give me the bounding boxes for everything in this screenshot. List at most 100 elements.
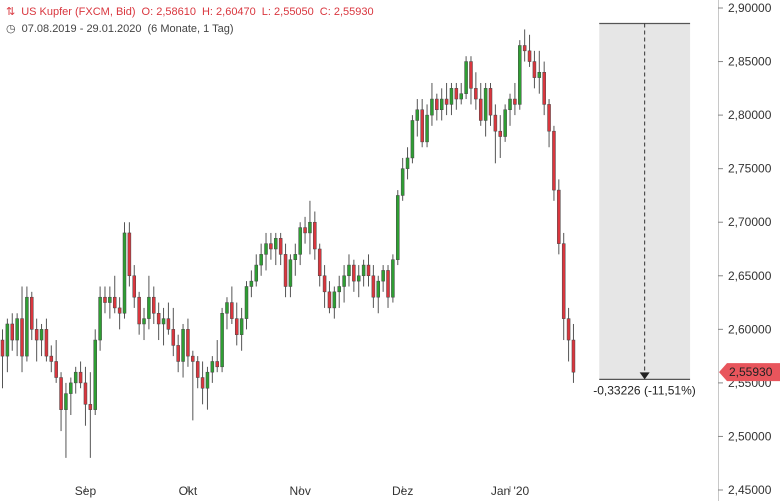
candle-body bbox=[288, 259, 293, 287]
candle bbox=[503, 104, 507, 142]
candle-body bbox=[317, 248, 322, 277]
candle bbox=[103, 286, 107, 314]
candle-body bbox=[244, 286, 249, 319]
candle bbox=[278, 232, 283, 266]
candle-body bbox=[239, 318, 244, 335]
candle bbox=[239, 307, 244, 351]
candle bbox=[435, 93, 439, 121]
candle bbox=[64, 382, 68, 458]
candle-body bbox=[15, 318, 19, 341]
candle bbox=[469, 56, 473, 105]
x-tick-label: Nov bbox=[290, 484, 311, 498]
candle bbox=[195, 356, 200, 389]
candle-body bbox=[513, 98, 517, 105]
candle-body bbox=[83, 382, 88, 405]
candle-body bbox=[20, 318, 24, 357]
candle-body bbox=[103, 296, 107, 303]
chart-header: ⇅ US Kupfer (FXCM, Bid) O: 2,58610 H: 2,604… bbox=[6, 5, 380, 18]
candle-body bbox=[59, 377, 63, 410]
candle bbox=[132, 265, 137, 308]
candles-layer bbox=[0, 29, 576, 458]
candle-body bbox=[405, 157, 410, 169]
candle bbox=[117, 297, 122, 330]
candle-body bbox=[352, 264, 356, 282]
candle bbox=[264, 232, 268, 271]
candle bbox=[410, 115, 415, 164]
candle-body bbox=[561, 243, 566, 319]
candle-body bbox=[166, 318, 171, 330]
candle bbox=[308, 200, 312, 255]
candle-body bbox=[571, 339, 576, 373]
measure-arrow-head-icon bbox=[639, 372, 650, 380]
candle bbox=[156, 302, 161, 341]
candle-body bbox=[269, 243, 273, 250]
candle bbox=[15, 313, 19, 357]
candle-body bbox=[498, 130, 503, 137]
candle-body bbox=[547, 104, 551, 132]
candle-body bbox=[10, 323, 15, 341]
candle-body bbox=[342, 275, 346, 287]
candle bbox=[454, 82, 459, 110]
candle-body bbox=[566, 318, 571, 341]
low-value: L: 2,55050 bbox=[261, 6, 314, 18]
candle bbox=[254, 254, 259, 287]
candle-body bbox=[132, 275, 137, 298]
y-tick-label: 2,65000 bbox=[728, 269, 772, 283]
candle-body bbox=[435, 98, 439, 111]
candle-body bbox=[200, 377, 205, 389]
candle bbox=[152, 286, 156, 324]
candle bbox=[557, 179, 561, 255]
candle-body bbox=[420, 109, 424, 143]
candle bbox=[322, 265, 327, 308]
candle-body bbox=[176, 345, 180, 362]
candle bbox=[464, 56, 468, 100]
chart-type-icon[interactable]: ⇅ bbox=[6, 6, 16, 18]
candle bbox=[313, 211, 317, 260]
candle bbox=[25, 286, 29, 362]
candle bbox=[542, 61, 546, 116]
candle bbox=[332, 286, 337, 319]
candle-body bbox=[254, 264, 259, 282]
candle bbox=[30, 291, 34, 341]
candle bbox=[0, 329, 5, 389]
high-value: H: 2,60470 bbox=[201, 6, 256, 18]
candle-body bbox=[220, 313, 224, 368]
candle-body bbox=[122, 232, 127, 314]
candle-body bbox=[474, 88, 478, 100]
x-tick-label: Dez bbox=[392, 484, 413, 498]
y-tick-label: 2,75000 bbox=[728, 162, 772, 176]
candle-body bbox=[439, 98, 444, 111]
candle bbox=[371, 265, 376, 308]
candle bbox=[34, 318, 39, 362]
instrument-title: US Kupfer (FXCM, Bid) bbox=[21, 6, 136, 18]
candle-body bbox=[234, 318, 239, 335]
candle-body bbox=[191, 355, 195, 362]
candle bbox=[59, 372, 63, 432]
candle-body bbox=[493, 114, 498, 132]
candle-body bbox=[230, 302, 234, 319]
candle bbox=[459, 82, 463, 105]
candle bbox=[142, 307, 146, 341]
candle bbox=[230, 286, 234, 324]
candle-body bbox=[30, 296, 34, 330]
candle-body bbox=[39, 329, 44, 341]
candle bbox=[88, 372, 93, 458]
candle bbox=[439, 88, 444, 121]
candle-body bbox=[518, 45, 522, 105]
candle-body bbox=[444, 98, 449, 105]
candle-body bbox=[459, 93, 463, 100]
candle bbox=[249, 270, 254, 298]
candle-body bbox=[410, 120, 415, 159]
candle-body bbox=[98, 296, 102, 341]
candle-body bbox=[264, 243, 268, 255]
candle bbox=[93, 329, 97, 416]
candle-body bbox=[522, 45, 527, 52]
candle-body bbox=[503, 109, 507, 137]
candle-body bbox=[249, 280, 254, 287]
candle bbox=[147, 275, 151, 330]
candle bbox=[10, 313, 15, 351]
candle bbox=[376, 275, 381, 314]
clock-icon: ◷ bbox=[6, 23, 16, 35]
candle bbox=[215, 340, 219, 373]
candle-body bbox=[430, 98, 434, 116]
